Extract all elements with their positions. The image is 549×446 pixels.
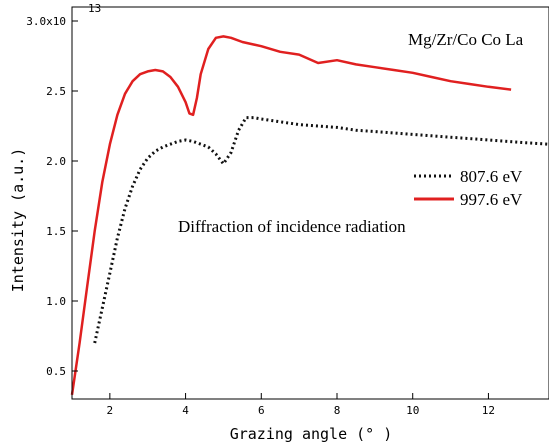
y-tick-exponent: 13 — [88, 2, 101, 15]
y-tick-label: 2.0 — [46, 155, 66, 168]
x-tick-label: 10 — [406, 404, 419, 417]
y-tick-label: 1.5 — [46, 225, 66, 238]
x-tick-label: 2 — [107, 404, 114, 417]
legend-label-807: 807.6 eV — [460, 167, 523, 186]
legend: 807.6 eV 997.6 eV — [414, 167, 523, 209]
series-layer — [70, 35, 549, 395]
plot-frame — [71, 6, 549, 400]
y-tick-label: 1.0 — [46, 295, 66, 308]
series-line-1 — [70, 35, 512, 395]
x-tick-label: 4 — [182, 404, 189, 417]
legend-label-997: 997.6 eV — [460, 190, 523, 209]
diffraction-annotation: Diffraction of incidence radiation — [178, 217, 406, 236]
sample-annotation: Mg/Zr/Co Co La — [408, 30, 524, 49]
y-axis-title: Intensity (a.u.) — [9, 148, 27, 293]
y-tick-label: 2.5 — [46, 85, 66, 98]
x-axis-ticks: 2 4 6 8 10 12 — [107, 393, 495, 417]
x-tick-label: 6 — [258, 404, 265, 417]
x-tick-label: 8 — [334, 404, 341, 417]
x-tick-label: 12 — [482, 404, 495, 417]
y-tick-label: 0.5 — [46, 365, 66, 378]
y-axis-ticks: 0.5 1.0 1.5 2.0 2.5 3.0x10 — [26, 15, 78, 378]
x-axis-title: Grazing angle (° ) — [230, 425, 393, 443]
y-tick-label: 3.0x10 — [26, 15, 66, 28]
